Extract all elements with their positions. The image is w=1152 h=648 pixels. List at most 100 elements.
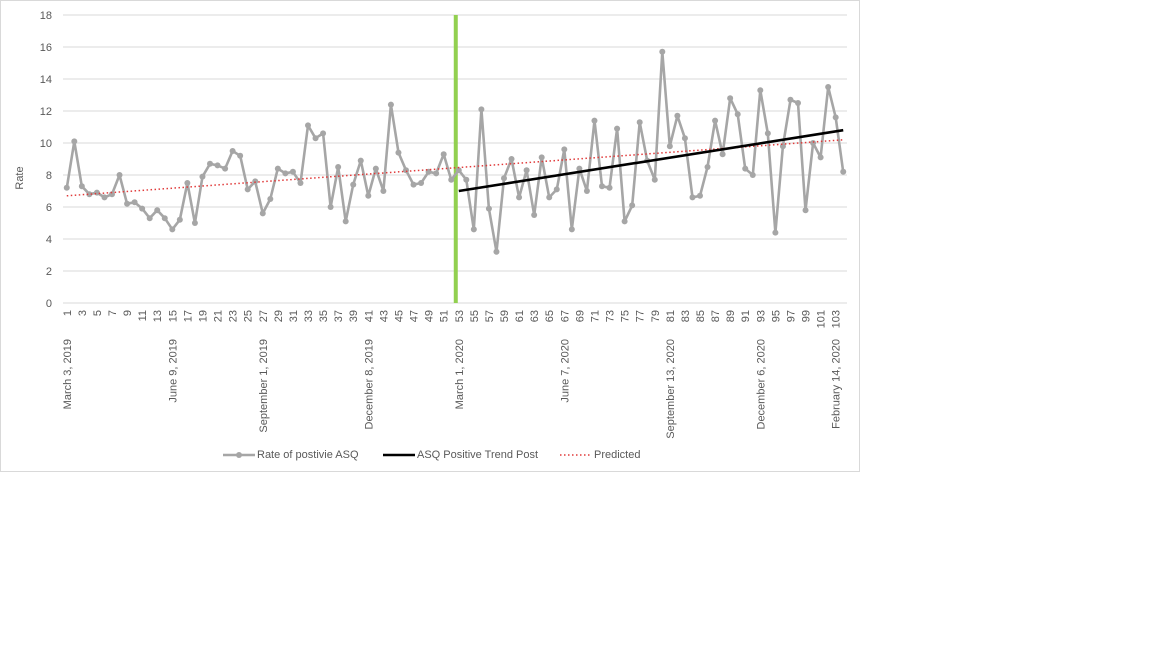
x-tick-label: 25 <box>243 310 255 322</box>
x-tick-label: 39 <box>348 310 360 322</box>
data-point <box>546 194 553 201</box>
x-tick-label: 65 <box>544 310 556 322</box>
data-point <box>267 196 274 202</box>
y-tick-label: 4 <box>46 234 52 246</box>
legend-swatch <box>383 453 415 457</box>
data-point <box>629 202 636 209</box>
x-tick-label: 79 <box>650 310 662 322</box>
data-point <box>591 117 598 124</box>
data-point <box>116 172 123 178</box>
x-tick-label: 33 <box>303 310 315 322</box>
data-point <box>802 207 809 214</box>
data-point <box>109 191 115 198</box>
x-date-label: December 8, 2019 <box>363 339 375 430</box>
data-point <box>372 165 379 172</box>
data-point <box>282 170 289 177</box>
data-point <box>772 229 779 236</box>
data-point <box>614 125 621 132</box>
data-point <box>440 151 447 158</box>
data-point <box>387 101 394 108</box>
data-point <box>516 194 523 201</box>
data-point <box>395 149 402 156</box>
x-tick-label: 71 <box>589 310 601 322</box>
data-point <box>523 167 530 174</box>
data-point <box>161 215 168 222</box>
y-tick-label: 10 <box>40 138 52 150</box>
data-point <box>568 226 575 233</box>
data-point <box>485 205 492 212</box>
x-tick-label: 23 <box>228 310 240 322</box>
legend-label: ASQ Positive Trend Post <box>417 449 539 461</box>
x-tick-label: 97 <box>785 310 797 322</box>
data-point <box>719 151 726 158</box>
x-tick-label: 95 <box>770 310 782 322</box>
data-point <box>350 181 357 188</box>
data-point <box>764 130 771 137</box>
data-point <box>455 167 462 174</box>
data-point <box>433 170 440 177</box>
data-point <box>320 130 327 137</box>
series-line-predicted <box>66 139 844 197</box>
data-point <box>553 186 560 193</box>
data-point <box>825 84 832 90</box>
data-point <box>274 165 281 172</box>
data-point <box>636 119 643 126</box>
data-point <box>327 204 334 210</box>
data-point <box>734 111 741 118</box>
data-point <box>244 186 251 193</box>
data-point <box>312 135 319 142</box>
data-point <box>757 87 764 94</box>
data-point <box>78 183 85 190</box>
x-tick-label: 75 <box>620 310 632 322</box>
data-point <box>697 192 703 199</box>
data-point <box>365 192 372 199</box>
x-tick-label: 53 <box>454 310 466 322</box>
legend-swatch-marker <box>236 452 242 458</box>
legend-swatch <box>560 454 592 456</box>
x-tick-label: 55 <box>469 310 481 322</box>
x-tick-label: 51 <box>439 310 451 322</box>
data-point <box>576 165 583 172</box>
x-tick-label: 9 <box>122 310 134 316</box>
legend-label: Rate of postivie ASQ <box>257 449 359 461</box>
data-point <box>583 188 590 194</box>
y-axis-ticks: 0 2 4 6 8 10 12 14 16 18 <box>40 10 52 310</box>
x-tick-label: 11 <box>137 310 149 321</box>
data-point <box>508 156 515 162</box>
series-line-trend-post <box>458 128 844 193</box>
data-point <box>146 215 153 222</box>
data-point <box>259 210 266 217</box>
data-point <box>335 164 342 170</box>
x-tick-label: 103 <box>831 310 843 328</box>
x-tick-label: 99 <box>801 310 813 322</box>
x-tick-label: 1 <box>62 310 74 316</box>
x-tick-label: 59 <box>499 310 511 322</box>
x-tick-label: 83 <box>680 310 692 322</box>
data-point <box>131 199 138 206</box>
data-point <box>689 194 696 201</box>
x-tick-label: 91 <box>740 310 752 322</box>
data-point <box>289 168 296 175</box>
x-tick-label: 35 <box>318 310 330 322</box>
legend-item: ASQ Positive Trend Post <box>383 446 538 464</box>
legend-swatch <box>223 452 255 458</box>
x-tick-label: 73 <box>605 310 617 322</box>
y-tick-label: 18 <box>40 10 52 22</box>
data-point <box>124 200 131 207</box>
y-tick-label: 14 <box>40 74 52 86</box>
y-tick-label: 6 <box>46 202 52 214</box>
x-tick-label: 45 <box>393 310 405 322</box>
data-point <box>86 191 93 198</box>
x-tick-label: 5 <box>92 310 104 316</box>
data-point <box>681 135 688 142</box>
x-tick-label: 49 <box>424 310 436 322</box>
x-tick-label: 43 <box>378 310 390 322</box>
data-point <box>651 176 658 183</box>
data-point <box>817 154 824 161</box>
x-tick-label: 85 <box>695 310 707 322</box>
data-point <box>795 100 801 106</box>
x-tick-label: 37 <box>333 310 345 322</box>
data-point <box>184 180 191 186</box>
data-point <box>71 138 78 145</box>
y-tick-label: 12 <box>40 106 52 118</box>
